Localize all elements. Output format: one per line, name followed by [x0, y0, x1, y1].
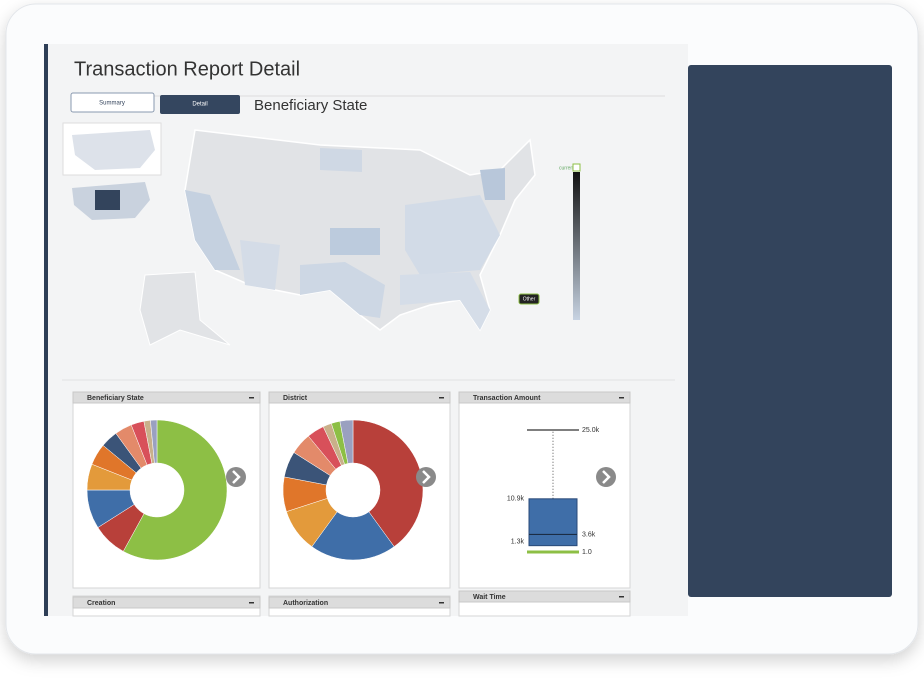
tab[interactable] [70, 92, 155, 113]
pie-slice [311, 511, 395, 561]
panel-header [458, 391, 631, 404]
panel-title: Authorization [283, 600, 328, 607]
next-button[interactable] [226, 467, 246, 487]
legend-gradient [573, 172, 580, 320]
pie-slice [122, 419, 228, 561]
thumb-highlight [95, 190, 120, 210]
panel-menu[interactable] [619, 596, 624, 598]
tab-active[interactable] [160, 95, 240, 114]
next-button[interactable] [596, 467, 616, 487]
legend-label: Other [523, 296, 536, 302]
value-label: 1.0 [582, 549, 592, 556]
panel-header [72, 596, 261, 609]
next-button[interactable] [416, 467, 436, 487]
tab-label[interactable]: Summary [99, 101, 125, 107]
us-map [139, 129, 536, 346]
tab-label[interactable]: Detail [192, 102, 207, 108]
other-badge [518, 293, 540, 305]
value-label: 3.6k [582, 531, 596, 538]
next-arrow[interactable] [232, 470, 241, 484]
panel-header [268, 391, 451, 404]
box [528, 498, 578, 547]
panel-title: District [283, 395, 308, 402]
thumb-shape [72, 130, 155, 170]
legend-swatch [572, 163, 581, 172]
left-bar [44, 44, 48, 616]
panel-title: Creation [87, 600, 115, 607]
legend-label: current [559, 165, 575, 171]
panel-menu[interactable] [439, 397, 444, 399]
value-label: 10.9k [507, 496, 525, 503]
next-arrow[interactable] [422, 470, 431, 484]
panel-menu[interactable] [439, 602, 444, 604]
panel-menu[interactable] [249, 397, 254, 399]
panel-title: Wait Time [473, 594, 506, 601]
panel-header [72, 391, 261, 404]
value-label: 1.3k [511, 539, 525, 546]
panel [458, 391, 631, 589]
value-label: 25.0k [582, 427, 600, 434]
panel-header [268, 596, 451, 609]
pie-slice [352, 419, 424, 547]
panel-header [458, 590, 631, 603]
panel-menu[interactable] [619, 397, 624, 399]
page-title: Transaction Report Detail [74, 58, 300, 80]
panel-menu[interactable] [249, 602, 254, 604]
panel-title: Beneficiary State [87, 395, 144, 402]
next-arrow[interactable] [602, 470, 611, 484]
pie-slice [150, 419, 158, 464]
pie-slice [339, 419, 354, 464]
side-panel [688, 65, 892, 597]
panel-title: Transaction Amount [473, 395, 541, 402]
section-title: Beneficiary State [254, 97, 367, 114]
